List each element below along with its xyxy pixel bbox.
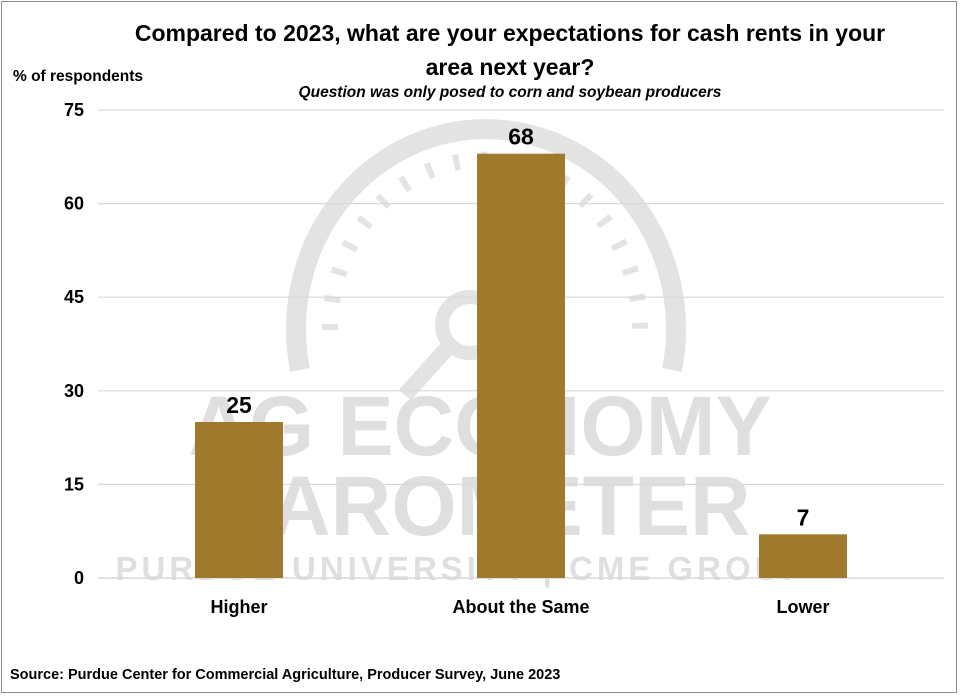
- y-tick-label: 60: [64, 194, 84, 214]
- y-tick-label: 0: [74, 568, 84, 588]
- source-note: Source: Purdue Center for Commercial Agr…: [10, 667, 561, 683]
- x-category-label: Higher: [210, 597, 267, 617]
- bar: [195, 422, 283, 578]
- data-labels: 25 68 7: [226, 124, 809, 531]
- x-category-label: Lower: [776, 597, 829, 617]
- y-axis-label: % of respondents: [13, 68, 144, 85]
- x-axis: Higher About the Same Lower: [210, 597, 829, 617]
- data-label: 25: [226, 392, 252, 418]
- bars: [195, 153, 847, 578]
- data-label: 68: [508, 124, 534, 150]
- x-category-label: About the Same: [452, 597, 589, 617]
- y-tick-label: 45: [64, 287, 84, 307]
- bar: [477, 153, 565, 578]
- y-tick-label: 75: [64, 100, 84, 120]
- bar: [759, 534, 847, 578]
- data-label: 7: [797, 504, 810, 530]
- chart-title: Compared to 2023, what are your expectat…: [134, 20, 886, 80]
- y-tick-label: 15: [64, 474, 84, 494]
- chart-subtitle: Question was only posed to corn and soyb…: [298, 84, 722, 101]
- y-tick-label: 30: [64, 381, 84, 401]
